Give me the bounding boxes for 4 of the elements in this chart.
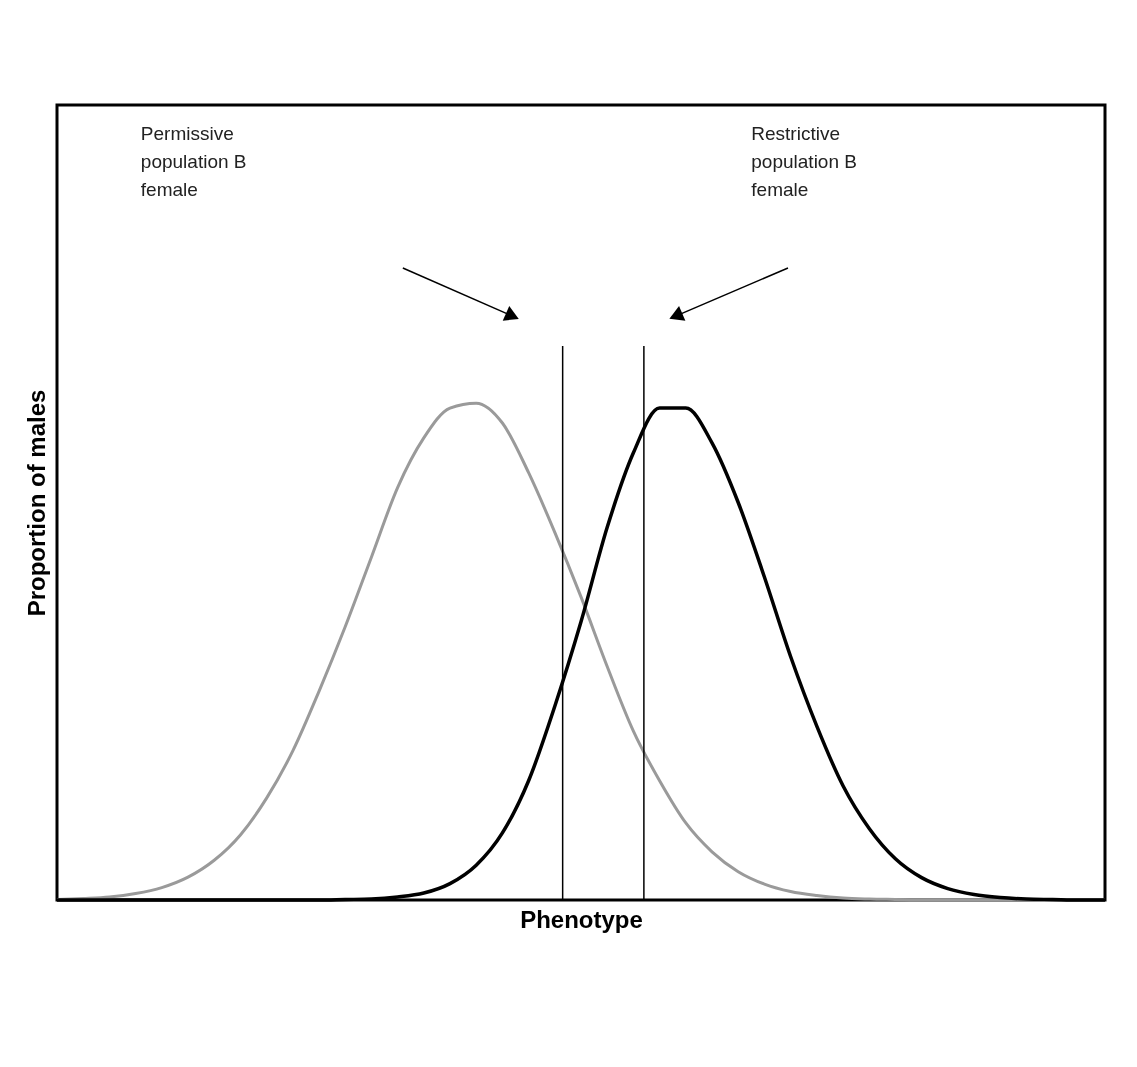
- y-axis-title: Proportion of males: [22, 389, 50, 617]
- text: Restrictive population B female: [751, 122, 857, 200]
- text: Permissive population B female: [140, 122, 247, 200]
- x-axis-title: Phenotype: [520, 905, 643, 933]
